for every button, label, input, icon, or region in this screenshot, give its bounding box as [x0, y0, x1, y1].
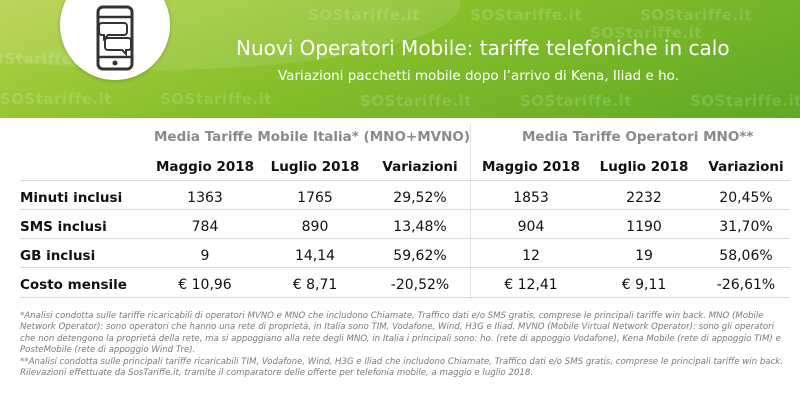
footnote: *Analisi condotta sulle tariffe ricarica…	[20, 311, 781, 356]
column-header: Variazioni	[708, 159, 784, 175]
table-cell: -20,52%	[390, 277, 450, 293]
table-cell: 784	[191, 219, 219, 235]
watermark: SOStariffe.it	[360, 92, 472, 110]
table-cell: € 8,71	[292, 277, 338, 293]
row-divider	[20, 297, 790, 298]
watermark: SOStariffe.it	[590, 24, 702, 42]
footnote: Rilevazioni effettuate da SosTariffe.it,…	[20, 368, 534, 379]
table-cell: 1853	[513, 190, 549, 206]
group-header-italia: Media Tariffe Mobile Italia* (MNO+MVNO)	[154, 129, 471, 145]
table-cell: 20,45%	[719, 190, 773, 206]
page-title: Nuovi Operatori Mobile: tariffe telefoni…	[236, 36, 730, 60]
table-cell: 904	[517, 219, 545, 235]
table-cell: € 10,96	[178, 277, 232, 293]
table-cell: 14,14	[294, 248, 336, 264]
table-cell: € 9,11	[621, 277, 667, 293]
row-divider	[20, 238, 790, 239]
table-cell: 31,70%	[719, 219, 773, 235]
column-header: Luglio 2018	[270, 159, 360, 175]
watermark: SOStariffe.it	[0, 90, 112, 108]
row-label-gb: GB inclusi	[20, 248, 96, 264]
row-label-sms: SMS inclusi	[20, 219, 107, 235]
table-cell: 58,06%	[719, 248, 773, 264]
table-cell: 1765	[297, 190, 333, 206]
table-cell: 1190	[626, 219, 662, 235]
column-header: Maggio 2018	[481, 159, 581, 175]
row-label-costo: Costo mensile	[20, 277, 127, 293]
watermark: SOStariffe.it	[690, 92, 800, 110]
table-cell: 29,52%	[393, 190, 447, 206]
row-divider	[20, 267, 790, 268]
watermark: SOStariffe.it	[520, 92, 632, 110]
watermark: SOStariffe.it	[308, 6, 420, 24]
watermark: SOStariffe.it	[470, 6, 582, 24]
page-subtitle: Variazioni pacchetti mobile dopo l’arriv…	[278, 68, 679, 84]
column-header: Maggio 2018	[155, 159, 255, 175]
phone-chat-icon	[96, 5, 134, 71]
table-cell: -26,61%	[716, 277, 776, 293]
table-cell: 9	[200, 248, 210, 264]
table-cell: 13,48%	[393, 219, 447, 235]
table-cell: 59,62%	[393, 248, 447, 264]
table-cell: € 12,41	[504, 277, 558, 293]
column-header: Variazioni	[382, 159, 458, 175]
watermark: SOStariffe.it	[160, 90, 272, 108]
column-header: Luglio 2018	[599, 159, 689, 175]
header-banner: SOStariffe.it SOStariffe.it SOStariffe.i…	[0, 0, 800, 118]
column-divider	[470, 124, 471, 300]
table-cell: 1363	[187, 190, 223, 206]
watermark: SOStariffe.it	[640, 6, 752, 24]
row-divider	[20, 209, 790, 210]
table-cell: 890	[301, 219, 329, 235]
footnote: **Analisi condotta sulle principali tari…	[20, 356, 784, 367]
row-label-minuti: Minuti inclusi	[20, 190, 123, 206]
footnotes: *Analisi condotta sulle tariffe ricarica…	[20, 311, 790, 379]
table-cell: 2232	[626, 190, 662, 206]
table-cell: 19	[635, 248, 653, 264]
group-header-mno: Media Tariffe Operatori MNO**	[522, 129, 754, 145]
table-cell: 12	[522, 248, 540, 264]
row-divider	[20, 180, 790, 181]
